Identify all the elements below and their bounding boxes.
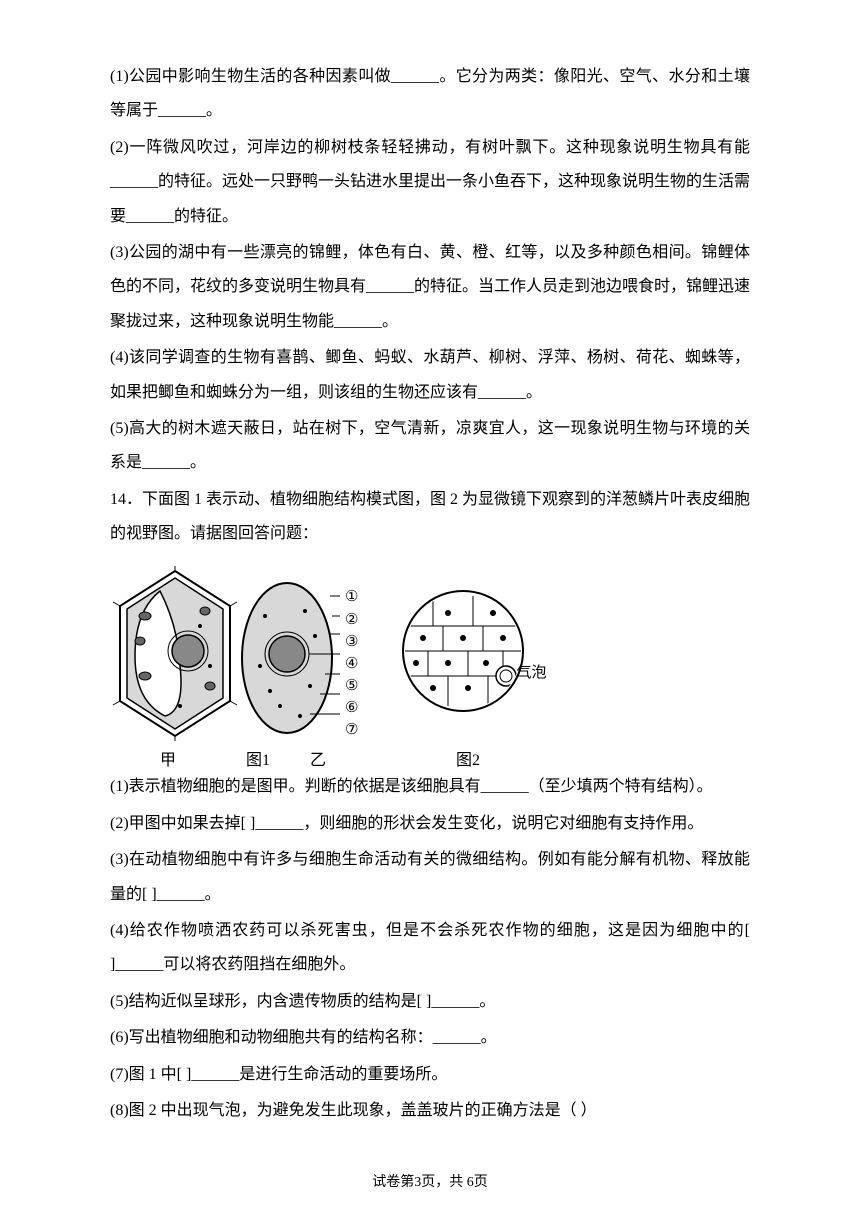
label-4: ④ <box>345 654 358 674</box>
sub-question-6: (6)写出植物细胞和动物细胞共有的结构名称：______。 <box>110 1021 750 1055</box>
animal-cell-diagram <box>235 576 340 741</box>
sub-question-1: (1)表示植物细胞的是图甲。判断的依据是该细胞具有______（至少填两个特有结… <box>110 770 750 804</box>
question-1-5: (5)高大的树木遮天蔽日，站在树下，空气清新，凉爽宜人，这一现象说明生物与环境的… <box>110 412 750 481</box>
sub-question-3: (3)在动植物细胞中有许多与细胞生命活动有关的微细结构。例如有能分解有机物、释放… <box>110 843 750 912</box>
label-3: ③ <box>345 632 358 652</box>
question-1-2: (2)一阵微风吹过，河岸边的柳树枝条轻轻拂动，有树叶飘下。这种现象说明生物具有能… <box>110 131 750 234</box>
label-7: ⑦ <box>345 720 358 740</box>
caption-yi: 乙 <box>310 746 326 770</box>
label-1: ① <box>345 587 358 607</box>
caption-jia: 甲 <box>160 746 176 770</box>
question-14-intro: 14．下面图 1 表示动、植物细胞结构模式图，图 2 为显微镜下观察到的洋葱鳞片… <box>110 483 750 552</box>
label-6: ⑥ <box>345 698 358 718</box>
caption-tu1: 图1 <box>246 746 270 770</box>
figure-container: ① ② ③ ④ ⑤ ⑥ ⑦ <box>110 566 750 741</box>
question-1-1: (1)公园中影响生物生活的各种因素叫做______。它分为两类：像阳光、空气、水… <box>110 60 750 129</box>
sub-question-2: (2)甲图中如果去掉[ ]______，则细胞的形状会发生变化，说明它对细胞有支… <box>110 807 750 841</box>
label-5: ⑤ <box>345 676 358 696</box>
question-1-4: (4)该同学调查的生物有喜鹊、鲫鱼、蚂蚁、水葫芦、柳树、浮萍、杨树、荷花、蜘蛛等… <box>110 341 750 410</box>
figure-captions: 甲 图1 乙 图2 <box>110 746 750 770</box>
sub-question-8: (8)图 2 中出现气泡，为避免发生此现象，盖盖玻片的正确方法是（ ） <box>110 1094 750 1128</box>
sub-question-7: (7)图 1 中[ ]______是进行生命活动的重要场所。 <box>110 1058 750 1092</box>
plant-cell-diagram <box>110 566 240 741</box>
figure-1: ① ② ③ ④ ⑤ ⑥ ⑦ <box>110 566 358 741</box>
bubble-label: 气泡 <box>516 661 546 682</box>
caption-tu2: 图2 <box>456 746 480 770</box>
label-2: ② <box>345 610 358 630</box>
label-column: ① ② ③ ④ ⑤ ⑥ ⑦ <box>345 581 358 741</box>
page-footer: 试卷第3页，共 6页 <box>0 1171 860 1191</box>
question-1-3: (3)公园的湖中有一些漂亮的锦鲤，体色有白、黄、橙、红等，以及多种颜色相间。锦鲤… <box>110 236 750 339</box>
figure-2: 气泡 <box>398 586 528 741</box>
sub-question-5: (5)结构近似呈球形，内含遗传物质的结构是[ ]______。 <box>110 985 750 1019</box>
sub-question-4: (4)给农作物喷洒农药可以杀死害虫，但是不会杀死农作物的细胞，这是因为细胞中的[… <box>110 914 750 983</box>
